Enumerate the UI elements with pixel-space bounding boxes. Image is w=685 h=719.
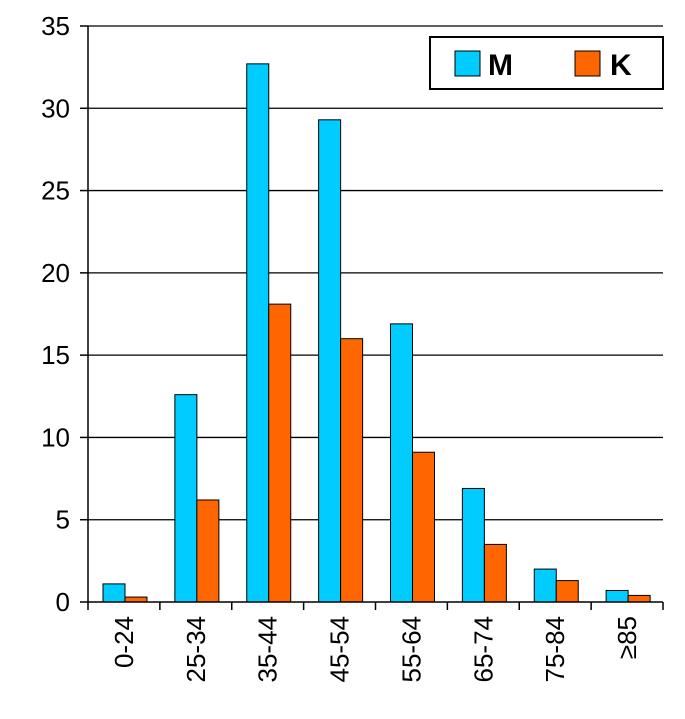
x-tick-label: ≥85 — [612, 616, 642, 659]
bar-k-5 — [483, 543, 507, 603]
y-tick-labels: 0 5 10 15 20 25 30 35 — [41, 11, 70, 617]
bar-m-1 — [174, 394, 198, 603]
y-tick-label: 0 — [56, 587, 70, 617]
bar-m-6 — [533, 568, 557, 603]
y-tick-label: 30 — [41, 93, 70, 123]
bar-k-7 — [627, 594, 651, 603]
y-tick-label: 15 — [41, 340, 70, 370]
bar-k-1 — [196, 499, 220, 603]
y-tick-label: 10 — [41, 422, 70, 452]
y-tick-label: 20 — [41, 258, 70, 288]
bar-m-7 — [605, 589, 629, 603]
legend: M K — [429, 36, 664, 90]
legend-swatch-m — [454, 50, 481, 77]
x-tick-label: 25-34 — [181, 616, 211, 683]
bar-m-4 — [390, 323, 413, 603]
x-tick-label: 45-54 — [325, 616, 355, 683]
legend-label-m: M — [488, 49, 513, 82]
x-tick-label: 65-74 — [468, 616, 498, 683]
y-tick-label: 25 — [41, 176, 70, 206]
legend-label-k: K — [610, 49, 632, 82]
bar-k-4 — [412, 451, 435, 603]
bar-m-5 — [461, 487, 485, 603]
legend-swatch-k — [574, 50, 601, 77]
x-tick-label: 55-64 — [396, 616, 426, 683]
bars — [102, 63, 651, 603]
x-tick-label: 75-84 — [540, 616, 570, 683]
x-tick-label: 0-24 — [109, 616, 139, 668]
gridlines — [88, 25, 663, 521]
bar-m-0 — [102, 583, 126, 603]
bar-m-3 — [318, 119, 342, 603]
bar-k-6 — [555, 580, 579, 603]
bar-m-2 — [246, 63, 270, 603]
axes — [80, 25, 664, 610]
x-tick-labels: 0-24 25-34 35-44 45-54 55-64 65-74 75-84 ≥85 — [109, 616, 642, 683]
x-tick-label: 35-44 — [253, 616, 283, 683]
y-tick-label: 5 — [56, 505, 70, 535]
bar-k-3 — [340, 338, 364, 603]
y-tick-label: 35 — [41, 11, 70, 41]
bar-k-2 — [268, 303, 292, 603]
